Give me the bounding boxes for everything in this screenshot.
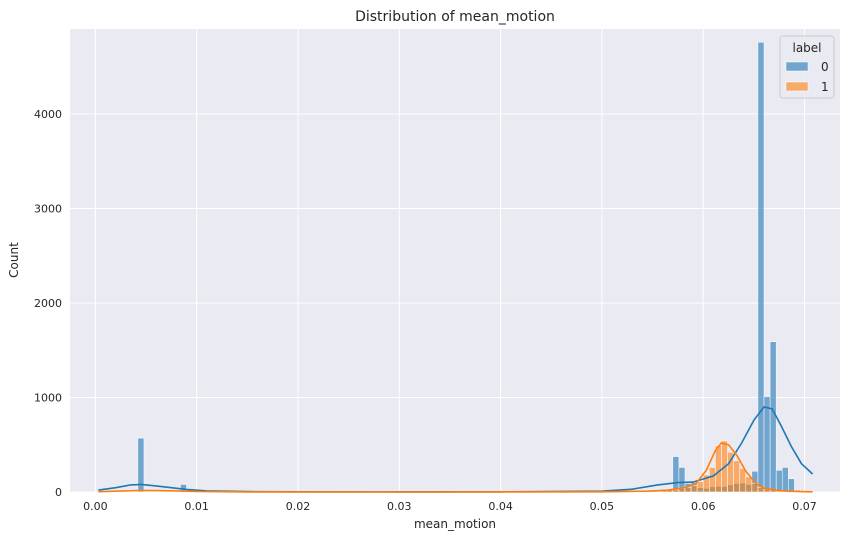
y-tick-label: 3000: [34, 203, 62, 216]
y-tick-label: 0: [55, 486, 62, 499]
x-tick-label: 0.07: [792, 500, 817, 513]
legend-title: label: [792, 41, 821, 55]
x-tick-label: 0.04: [488, 500, 513, 513]
bar-series-0: [788, 479, 794, 492]
x-axis-label: mean_motion: [414, 517, 496, 531]
legend-label-1: 1: [821, 80, 829, 94]
y-tick-label: 4000: [34, 108, 62, 121]
legend-swatch-0: [786, 62, 808, 71]
y-tick-label: 1000: [34, 392, 62, 405]
bar-series-1: [697, 482, 703, 492]
x-tick-label: 0.00: [83, 500, 108, 513]
bar-series-0: [764, 397, 770, 492]
bar-series-0: [776, 470, 782, 492]
bar-series-1: [734, 461, 740, 492]
bar-series-1: [709, 467, 715, 492]
bar-series-1: [746, 477, 752, 492]
legend-swatch-1: [786, 82, 808, 91]
legend: label 0 1: [780, 36, 834, 98]
x-tick-label: 0.02: [286, 500, 311, 513]
y-axis-label: Count: [7, 242, 21, 278]
x-tick-label: 0.05: [590, 500, 615, 513]
x-tick-label: 0.03: [387, 500, 412, 513]
y-tick-label: 2000: [34, 297, 62, 310]
legend-label-0: 0: [821, 60, 829, 74]
bar-series-1: [715, 446, 721, 492]
bar-series-0: [782, 467, 788, 492]
chart-title: Distribution of mean_motion: [355, 9, 555, 25]
bar-series-0: [758, 42, 764, 492]
bar-series-1: [673, 490, 679, 492]
x-tick-label: 0.06: [691, 500, 716, 513]
plot-area: [70, 29, 840, 492]
bar-series-1: [691, 485, 697, 492]
bar-series-0: [673, 457, 679, 492]
x-tick-label: 0.01: [184, 500, 209, 513]
bar-series-1: [740, 468, 746, 492]
bar-series-0: [770, 342, 776, 492]
